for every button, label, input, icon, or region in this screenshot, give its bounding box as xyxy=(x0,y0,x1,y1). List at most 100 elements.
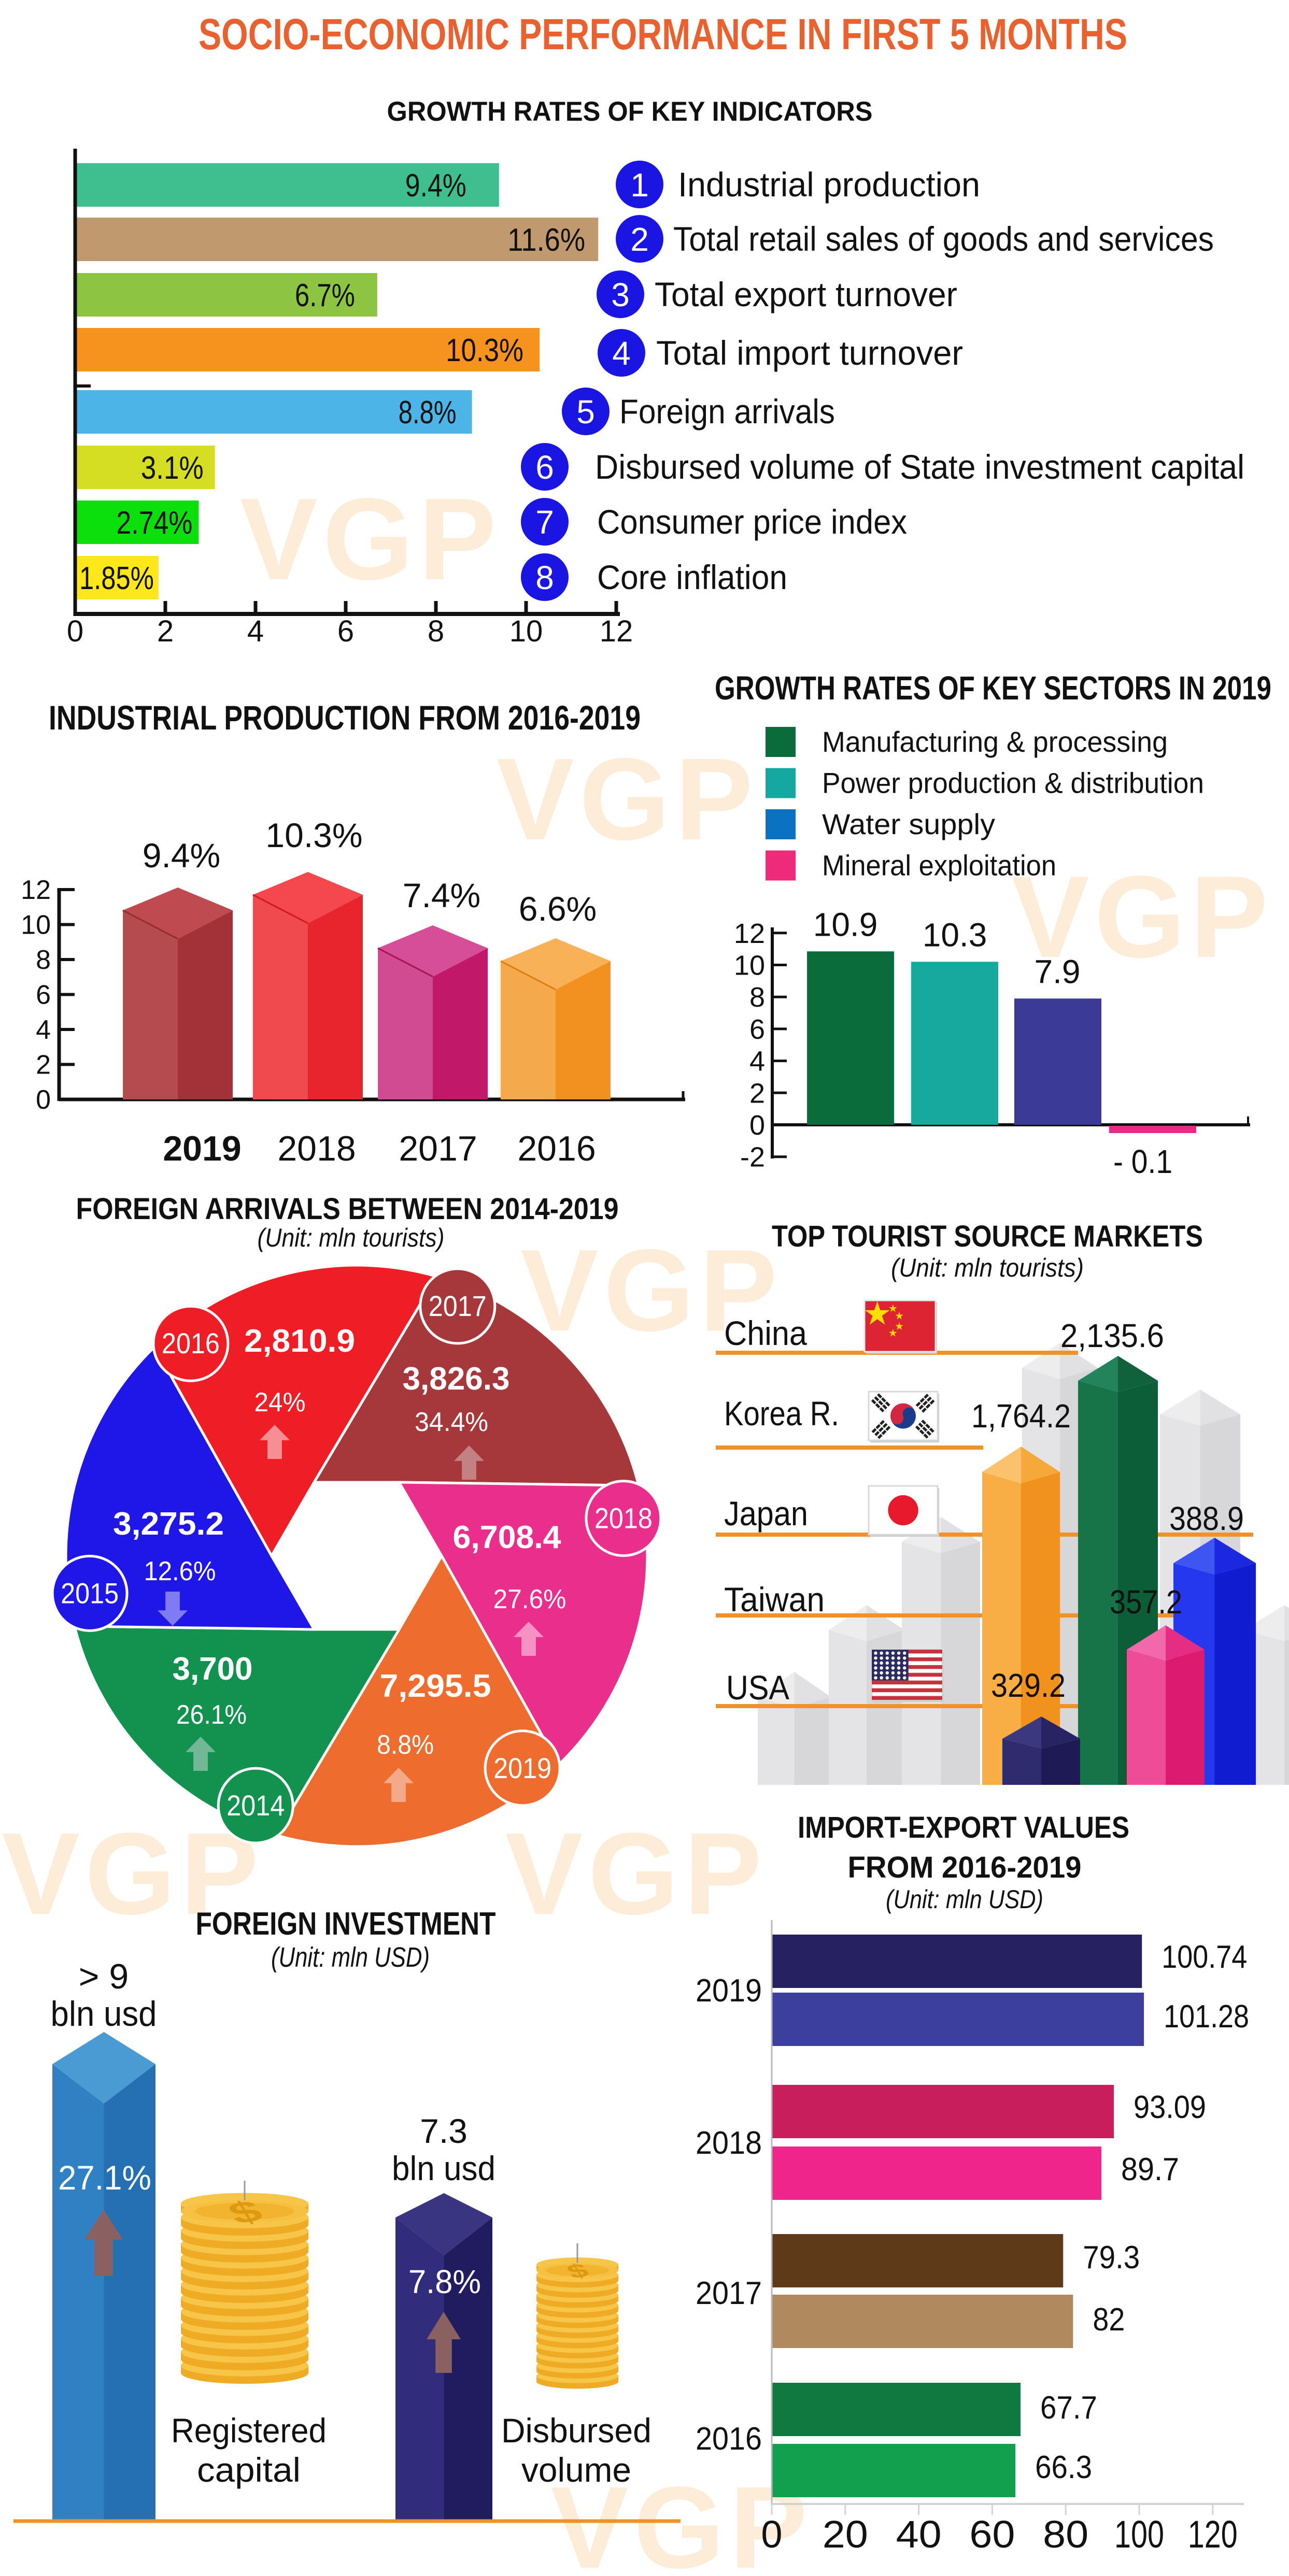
svg-text:3,700: 3,700 xyxy=(173,1651,253,1687)
svg-text:Total export turnover: Total export turnover xyxy=(655,275,957,313)
svg-text:329.2: 329.2 xyxy=(991,1667,1066,1704)
svg-text:10: 10 xyxy=(509,614,543,648)
svg-text:SOCIO-ECONOMIC PERFORMANCE IN: SOCIO-ECONOMIC PERFORMANCE IN FIRST 5 MO… xyxy=(199,10,1127,59)
svg-text:7,295.5: 7,295.5 xyxy=(380,1668,491,1704)
svg-text:8: 8 xyxy=(749,982,765,1013)
svg-text:27.1%: 27.1% xyxy=(58,2158,151,2197)
svg-text:12: 12 xyxy=(600,614,633,648)
svg-text:3.1%: 3.1% xyxy=(141,450,204,486)
svg-text:★: ★ xyxy=(888,1327,898,1339)
svg-text:1: 1 xyxy=(630,166,649,204)
svg-text:10: 10 xyxy=(734,950,765,981)
svg-text:INDUSTRIAL PRODUCTION FROM 201: INDUSTRIAL PRODUCTION FROM 2016-2019 xyxy=(49,698,641,737)
svg-text:93.09: 93.09 xyxy=(1134,2090,1206,2125)
svg-text:10.3: 10.3 xyxy=(923,916,987,953)
svg-text:★: ★ xyxy=(863,1296,892,1332)
svg-text:2014: 2014 xyxy=(226,1789,285,1822)
svg-text:7.9: 7.9 xyxy=(1035,953,1081,990)
svg-text:34.4%: 34.4% xyxy=(415,1407,488,1437)
svg-text:Power production & distributio: Power production & distribution xyxy=(822,767,1204,799)
svg-text:China: China xyxy=(724,1314,807,1352)
svg-text:IMPORT-EXPORT VALUES: IMPORT-EXPORT VALUES xyxy=(798,1811,1129,1844)
svg-text:VGP: VGP xyxy=(1011,851,1273,982)
svg-text:26.1%: 26.1% xyxy=(176,1700,247,1730)
svg-text:7.4%: 7.4% xyxy=(403,876,480,914)
svg-text:24%: 24% xyxy=(254,1387,306,1418)
svg-text:4: 4 xyxy=(36,1015,51,1045)
svg-text:2018: 2018 xyxy=(277,1129,356,1168)
svg-text:bln usd: bln usd xyxy=(51,1994,157,2034)
svg-text:8: 8 xyxy=(36,945,51,975)
svg-text:VGP: VGP xyxy=(520,1225,782,1355)
svg-text:volume: volume xyxy=(521,2451,631,2489)
svg-text:7.8%: 7.8% xyxy=(408,2263,481,2300)
svg-text:2016: 2016 xyxy=(517,1129,596,1168)
svg-text:2: 2 xyxy=(36,1050,51,1080)
svg-text:FROM 2016-2019: FROM 2016-2019 xyxy=(848,1851,1082,1884)
svg-text:Mineral exploitation: Mineral exploitation xyxy=(822,849,1056,882)
svg-text:> 9: > 9 xyxy=(79,1957,129,1996)
svg-text:388.9: 388.9 xyxy=(1169,1500,1244,1537)
svg-text:2: 2 xyxy=(630,221,649,258)
svg-text:7.3: 7.3 xyxy=(420,2112,468,2150)
svg-text:VGP: VGP xyxy=(505,1808,767,1939)
svg-text:FOREIGN ARRIVALS BETWEEN 2014-: FOREIGN ARRIVALS BETWEEN 2014-2019 xyxy=(76,1192,619,1226)
svg-text:Japan: Japan xyxy=(724,1494,808,1533)
svg-text:Foreign arrivals: Foreign arrivals xyxy=(619,392,835,431)
svg-text:2018: 2018 xyxy=(696,2125,762,2161)
svg-text:(Unit: mln tourists): (Unit: mln tourists) xyxy=(258,1223,445,1252)
svg-text:3,275.2: 3,275.2 xyxy=(113,1506,224,1542)
svg-text:2019: 2019 xyxy=(493,1752,551,1784)
svg-text:6,708.4: 6,708.4 xyxy=(453,1520,562,1555)
svg-text:40: 40 xyxy=(896,2513,942,2556)
svg-text:(Unit: mln tourists): (Unit: mln tourists) xyxy=(891,1253,1084,1282)
svg-text:(Unit: mln USD): (Unit: mln USD) xyxy=(271,1942,430,1973)
svg-text:FOREIGN INVESTMENT: FOREIGN INVESTMENT xyxy=(196,1906,496,1942)
svg-text:82: 82 xyxy=(1093,2302,1125,2338)
svg-text:GROWTH RATES OF KEY SECTORS IN: GROWTH RATES OF KEY SECTORS IN 2019 xyxy=(715,669,1271,707)
svg-text:8: 8 xyxy=(428,614,444,648)
svg-text:USA: USA xyxy=(726,1668,789,1707)
svg-text:6: 6 xyxy=(337,614,354,648)
svg-text:VGP: VGP xyxy=(496,734,758,864)
svg-text:80: 80 xyxy=(1043,2513,1088,2556)
svg-text:6: 6 xyxy=(36,980,51,1010)
svg-text:0: 0 xyxy=(749,1110,765,1141)
svg-text:VGP: VGP xyxy=(2,1808,263,1939)
svg-text:Core inflation: Core inflation xyxy=(597,558,787,596)
svg-text:11.6%: 11.6% xyxy=(507,222,585,258)
svg-text:120: 120 xyxy=(1188,2513,1238,2556)
svg-text:- 0.1: - 0.1 xyxy=(1113,1143,1172,1180)
svg-text:2018: 2018 xyxy=(594,1502,653,1535)
svg-text:10.9: 10.9 xyxy=(813,906,878,943)
svg-text:0: 0 xyxy=(67,614,83,648)
svg-text:Disbursed: Disbursed xyxy=(501,2411,651,2450)
svg-text:9.4%: 9.4% xyxy=(405,168,466,204)
svg-text:★: ★ xyxy=(888,1303,898,1314)
svg-text:8.8%: 8.8% xyxy=(377,1730,434,1760)
svg-text:(Unit: mln USD): (Unit: mln USD) xyxy=(886,1885,1043,1914)
svg-text:357.2: 357.2 xyxy=(1110,1583,1182,1621)
svg-text:4: 4 xyxy=(247,614,264,648)
svg-text:8.8%: 8.8% xyxy=(399,395,457,431)
svg-text:2019: 2019 xyxy=(696,1973,762,2009)
svg-text:101.28: 101.28 xyxy=(1164,1999,1249,2035)
svg-text:12: 12 xyxy=(734,918,765,949)
svg-text:4: 4 xyxy=(749,1046,765,1077)
svg-text:79.3: 79.3 xyxy=(1083,2240,1140,2276)
svg-text:6: 6 xyxy=(535,449,554,486)
svg-text:10.3%: 10.3% xyxy=(446,333,523,368)
svg-text:VGP: VGP xyxy=(550,2462,812,2573)
svg-text:5: 5 xyxy=(576,393,595,431)
svg-text:2,810.9: 2,810.9 xyxy=(244,1323,355,1359)
svg-text:60: 60 xyxy=(969,2513,1015,2556)
svg-text:9.4%: 9.4% xyxy=(143,836,220,875)
svg-text:VGP: VGP xyxy=(239,474,501,604)
svg-text:66.3: 66.3 xyxy=(1035,2450,1092,2485)
svg-text:3: 3 xyxy=(611,276,630,313)
svg-text:1,764.2: 1,764.2 xyxy=(971,1397,1071,1435)
svg-text:8: 8 xyxy=(535,559,554,596)
svg-text:0: 0 xyxy=(761,2513,782,2556)
svg-text:Taiwan: Taiwan xyxy=(724,1580,825,1619)
svg-text:Disbursed volume of State inve: Disbursed volume of State investment cap… xyxy=(595,448,1244,486)
